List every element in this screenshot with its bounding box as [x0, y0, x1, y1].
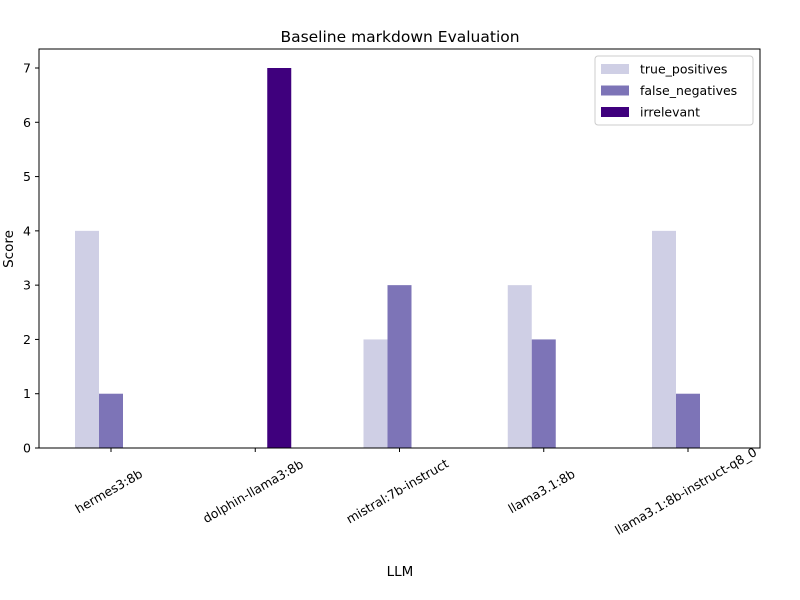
y-tick-label-1: 1: [23, 386, 31, 401]
bar-irrelevant-1: [267, 68, 292, 448]
bars-group: [75, 68, 700, 448]
legend-swatch-false_negatives: [601, 85, 629, 96]
x-axis-label: LLM: [387, 564, 414, 580]
legend-label-false_negatives: false_negatives: [640, 83, 737, 98]
bar-false_negatives-4: [676, 393, 700, 448]
bar-true_positives-3: [507, 285, 532, 448]
legend-label-true_positives: true_positives: [640, 62, 727, 77]
legend-label-irrelevant: irrelevant: [640, 105, 700, 120]
chart-title: Baseline markdown Evaluation: [280, 28, 519, 46]
bar-false_negatives-3: [531, 339, 556, 448]
y-tick-label-5: 5: [23, 169, 31, 184]
bar-true_positives-4: [652, 230, 676, 448]
bar-true_positives-2: [363, 339, 388, 448]
legend-swatch-true_positives: [601, 64, 629, 74]
y-tick-label-6: 6: [23, 115, 31, 130]
legend: true_positives false_negatives irrelevant: [594, 55, 754, 126]
legend-swatch-irrelevant: [601, 107, 629, 117]
y-tick-label-4: 4: [23, 223, 31, 238]
y-axis-label: Score: [1, 230, 17, 268]
y-tick-label-0: 0: [23, 441, 31, 456]
y-tick-label-3: 3: [23, 278, 31, 293]
bar-true_positives-0: [75, 230, 99, 448]
y-tick-label-2: 2: [23, 332, 31, 347]
bar-false_negatives-2: [387, 285, 412, 448]
legend-box: [594, 55, 754, 126]
y-tick-label-7: 7: [23, 61, 31, 76]
bar-false_negatives-0: [99, 393, 123, 448]
